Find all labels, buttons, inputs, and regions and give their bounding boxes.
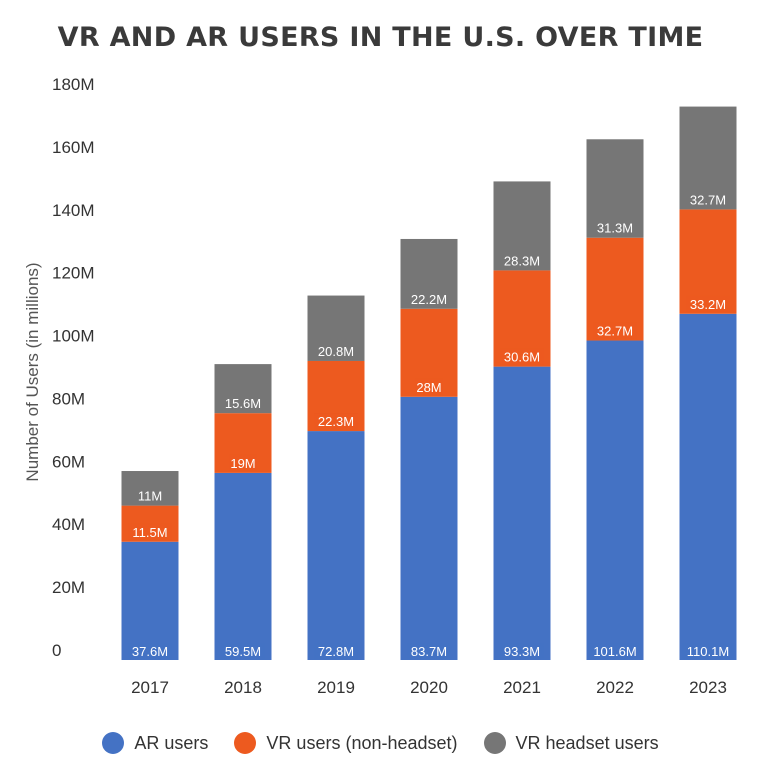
data-label-bg — [136, 487, 164, 504]
bar-ar-users-2020 — [400, 396, 458, 660]
data-label-bg — [314, 643, 358, 659]
y-tick-label: 160M — [52, 138, 95, 157]
bar-ar-users-2018 — [214, 472, 272, 660]
data-label-ar-users-2023: 110.1M — [687, 644, 729, 659]
legend-item-vr-headset-users: VR headset users — [483, 732, 659, 754]
bar-ar-users-2019 — [307, 431, 365, 660]
x-tick-label: 2020 — [410, 678, 448, 697]
legend: AR users VR users (non-headset) VR heads… — [0, 726, 761, 760]
data-label-vr-users-non-headset-2022: 32.7M — [597, 324, 633, 339]
bar-ar-users-2022 — [586, 340, 644, 660]
data-label-ar-users-2022: 101.6M — [593, 644, 636, 659]
y-tick-label: 120M — [52, 264, 95, 283]
x-tick-label: 2017 — [131, 678, 169, 697]
data-label-bg — [589, 643, 641, 659]
data-label-vr-headset-users-2019: 20.8M — [318, 344, 354, 359]
y-axis-label: Number of Users (in millions) — [23, 262, 42, 481]
data-label-bg — [415, 378, 443, 395]
data-label-vr-users-non-headset-2017: 11.5M — [132, 525, 167, 540]
data-label-ar-users-2017: 37.6M — [132, 644, 168, 659]
data-label-vr-users-non-headset-2020: 28M — [416, 380, 441, 395]
data-label-vr-users-non-headset-2018: 19M — [230, 456, 255, 471]
chart-title: VR AND AR USERS IN THE U.S. OVER TIME — [57, 22, 704, 53]
data-label-bg — [229, 454, 257, 471]
bar-ar-users-2023 — [679, 313, 737, 660]
data-label-bg — [314, 413, 358, 430]
data-label-bg — [500, 348, 544, 365]
y-tick-label: 180M — [52, 75, 95, 94]
data-label-vr-headset-users-2021: 28.3M — [504, 253, 540, 268]
y-tick-label: 140M — [52, 201, 95, 220]
legend-label-ar-users: AR users — [134, 732, 209, 753]
y-axis-ticks: 0 20M 40M 60M 80M 100M 120M 140M 160M 180M — [52, 75, 95, 660]
bars: 37.6M 11.5M 11M 59.5M 19M 15.6M 72.8M 22.3M 20.8… — [121, 106, 737, 660]
legend-item-ar-users: AR users — [102, 732, 208, 754]
x-tick-label: 2019 — [317, 678, 355, 697]
y-tick-label: 20M — [52, 578, 85, 597]
data-label-vr-headset-users-2023: 32.7M — [690, 192, 726, 207]
data-label-vr-users-non-headset-2023: 33.2M — [690, 297, 726, 312]
data-label-ar-users-2021: 93.3M — [504, 644, 540, 659]
data-label-bg — [128, 523, 172, 540]
data-label-bg — [407, 643, 451, 659]
bar-ar-users-2017 — [121, 541, 179, 660]
data-label-vr-headset-users-2020: 22.2M — [411, 292, 447, 307]
x-tick-label: 2022 — [596, 678, 634, 697]
legend-swatch-vr-headset-users — [483, 732, 506, 754]
x-tick-label: 2021 — [503, 678, 541, 697]
data-label-bg — [686, 191, 730, 208]
data-label-ar-users-2019: 72.8M — [318, 644, 354, 659]
x-tick-label: 2023 — [689, 678, 727, 697]
data-label-ar-users-2020: 83.7M — [411, 644, 447, 659]
y-tick-label: 80M — [52, 389, 85, 408]
legend-swatch-vr-users-non-headset — [234, 732, 257, 754]
legend-label-vr-users-non-headset: VR users (non-headset) — [266, 732, 458, 753]
data-label-ar-users-2018: 59.5M — [225, 644, 261, 659]
data-label-vr-headset-users-2017: 11M — [138, 489, 162, 504]
legend-swatch-ar-users — [102, 732, 125, 754]
data-label-bg — [221, 643, 265, 659]
data-label-vr-headset-users-2018: 15.6M — [225, 396, 261, 411]
data-label-bg — [686, 295, 730, 312]
data-label-vr-users-non-headset-2019: 22.3M — [318, 414, 354, 429]
y-tick-label: 0 — [52, 641, 61, 660]
data-label-bg — [682, 643, 734, 659]
x-axis-ticks: 2017 2018 2019 2020 2021 2022 2023 — [131, 678, 727, 697]
data-label-bg — [500, 252, 544, 269]
data-label-bg — [128, 643, 172, 659]
x-tick-label: 2018 — [224, 678, 262, 697]
y-tick-label: 40M — [52, 515, 85, 534]
data-label-bg — [593, 322, 637, 339]
y-tick-label: 100M — [52, 327, 95, 346]
data-label-vr-users-non-headset-2021: 30.6M — [504, 350, 540, 365]
data-label-bg — [407, 290, 451, 307]
data-label-bg — [314, 342, 358, 359]
y-tick-label: 60M — [52, 452, 85, 471]
legend-label-vr-headset-users: VR headset users — [515, 732, 659, 753]
data-label-bg — [221, 395, 265, 412]
legend-item-vr-users-non-headset: VR users (non-headset) — [234, 732, 458, 754]
data-label-vr-headset-users-2022: 31.3M — [597, 221, 633, 236]
bar-ar-users-2021 — [493, 366, 551, 660]
data-label-bg — [500, 643, 544, 659]
data-label-bg — [593, 219, 637, 236]
